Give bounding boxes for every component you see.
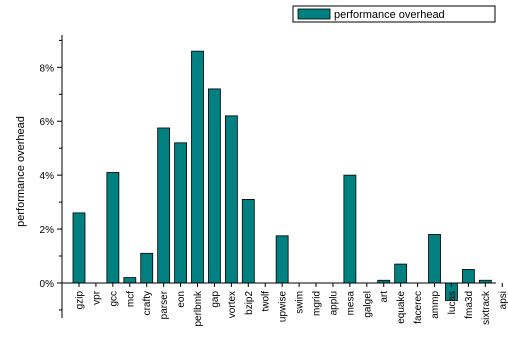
x-tick-label: equake: [396, 291, 407, 324]
y-tick-label: 4%: [40, 171, 55, 182]
bar-gap: [208, 88, 221, 284]
bar-bzip2: [241, 199, 255, 284]
x-tick-label: eon: [176, 291, 187, 308]
bar-perlbmk: [191, 50, 204, 284]
bar-vortex: [224, 115, 238, 284]
x-tick-label: mcf: [125, 291, 136, 307]
x-tick-label: parser: [159, 290, 170, 319]
x-tick-label: gzip: [75, 291, 86, 310]
y-tick-label: 0%: [40, 279, 55, 290]
x-tick-label: ammp: [430, 291, 441, 319]
x-tick-label: sixtrack: [481, 290, 492, 325]
x-tick-label: facerec: [413, 291, 424, 324]
bar-fma3d: [461, 269, 475, 284]
y-axis-title: performance overhead: [15, 116, 27, 227]
bar-upwise: [275, 235, 289, 284]
x-tick-label: bzip2: [244, 291, 255, 315]
x-tick-label: twolf: [261, 291, 272, 312]
legend-label: performance overhead: [334, 9, 445, 21]
x-tick-label: vpr: [91, 290, 102, 305]
legend: performance overhead: [292, 5, 496, 23]
x-axis-labels: gzip vpr gcc mcf crafty parser eon perlbmk gap vo…: [75, 282, 508, 327]
legend-box: [292, 5, 496, 23]
x-tick-label: mgrid: [312, 291, 323, 316]
x-tick-label: upwise: [278, 291, 289, 323]
bar-mcf: [123, 277, 137, 284]
x-tick-label: vortex: [227, 291, 238, 318]
x-tick-label: lucas: [447, 291, 458, 314]
x-tick-label: crafty: [142, 291, 153, 315]
bar-crafty: [140, 252, 154, 284]
bar-gzip: [72, 212, 86, 284]
y-tick-label: 6%: [40, 117, 55, 128]
x-tick-label: swim: [295, 291, 306, 314]
bar-eon: [174, 142, 187, 284]
x-tick-label: fma3d: [464, 291, 475, 319]
x-tick-label: perlbmk: [193, 290, 204, 327]
x-tick-label: applu: [328, 291, 339, 315]
bar-ammp: [428, 234, 441, 284]
y-axis-ticks: 0% 2% 4% 6% 8%: [40, 39, 62, 311]
bar-gcc: [106, 172, 120, 284]
bar-mesa: [343, 174, 357, 284]
bar-equake: [394, 263, 408, 284]
x-tick-label: apsi: [498, 291, 508, 309]
x-tick-label: galgel: [362, 291, 373, 318]
bar-parser: [157, 127, 171, 284]
x-tick-label: gap: [210, 291, 221, 308]
y-tick-label: 2%: [40, 225, 55, 236]
bars: [72, 50, 492, 301]
legend-swatch: [297, 8, 331, 20]
x-tick-label: art: [379, 291, 390, 303]
x-tick-label: gcc: [108, 291, 119, 307]
x-tick-label: mesa: [345, 291, 356, 316]
y-tick-label: 8%: [40, 63, 55, 74]
